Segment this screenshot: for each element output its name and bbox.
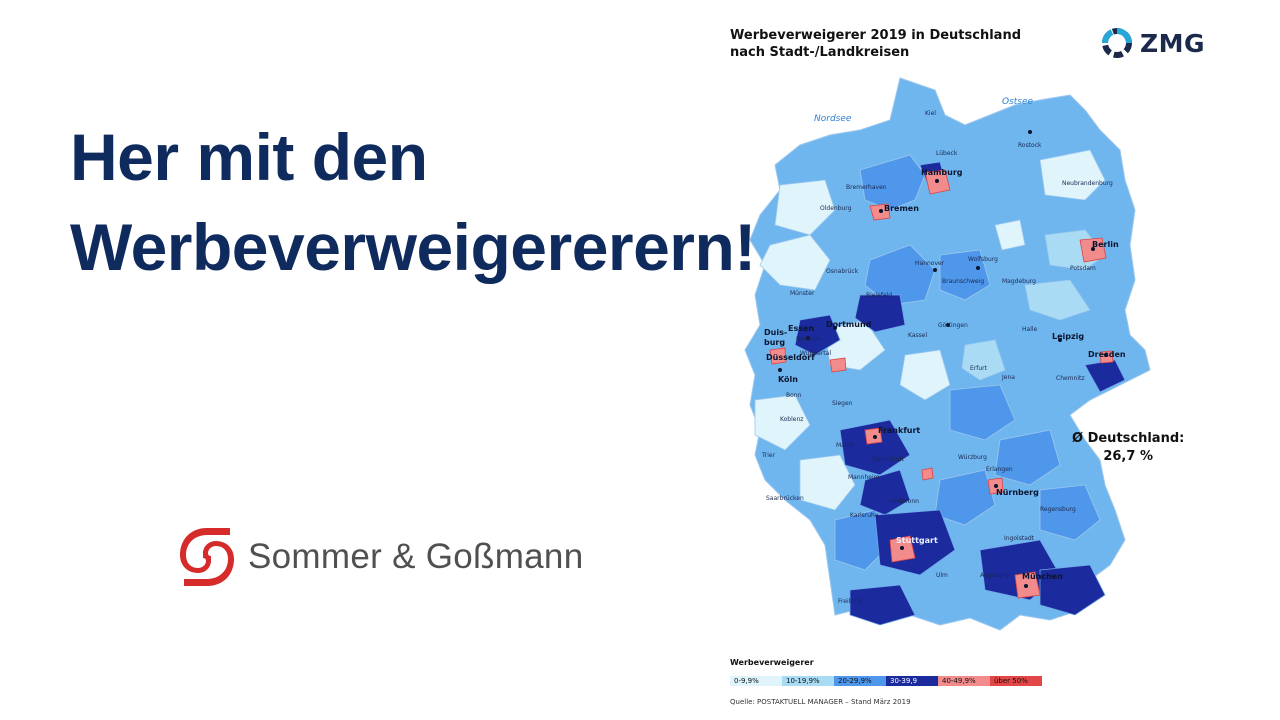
city-label-halle: Halle	[1022, 326, 1038, 333]
city-label-bielefeld: Bielefeld	[866, 292, 893, 299]
sommer-gossmann-logo: Sommer & Goßmann	[178, 526, 583, 588]
city-label-braunschweig: Braunschweig	[942, 278, 985, 285]
legend-title: Werbeverweigerer	[730, 658, 814, 667]
sea-label-north: Nordsee	[814, 114, 852, 124]
map-title: Werbeverweigerer 2019 in Deutschland nac…	[730, 27, 1021, 61]
legend-item: 30-39,9	[886, 676, 938, 686]
city-label-heilbronn: Heilbronn	[890, 498, 919, 505]
city-label-osnabrueck: Osnabrück	[826, 268, 859, 275]
city-label-wuppertal: Wuppertal	[800, 350, 831, 357]
city-label-regensburg: Regensburg	[1040, 506, 1076, 513]
city-label-essen: Essen	[788, 324, 815, 333]
source-note: Quelle: POSTAKTUELL MANAGER – Stand März…	[730, 698, 911, 706]
city-label-bonn: Bonn	[786, 392, 802, 399]
city-label-neubrandenburg: Neubrandenburg	[1062, 180, 1113, 187]
germany-map: Nordsee Ostsee Hamburg Bremen Berlin Dor…	[740, 70, 1180, 650]
city-label-siegen: Siegen	[832, 400, 853, 407]
city-label-goettingen: Göttingen	[938, 322, 968, 329]
city-label-wuerzburg: Würzburg	[958, 454, 987, 461]
city-label-karlsruhe: Karlsruhe	[850, 512, 879, 519]
headline-line-1: Her mit den	[70, 120, 428, 194]
city-label-magdeburg: Magdeburg	[1002, 278, 1036, 285]
city-label-kassel: Kassel	[908, 332, 928, 339]
legend-item: 0-9,9%	[730, 676, 782, 686]
city-label-duisburg-1: Duis-	[764, 328, 788, 337]
city-label-bremerhaven: Bremerhaven	[846, 184, 887, 191]
sommer-gossmann-swirl-icon	[180, 528, 234, 586]
city-label-freiburg: Freiburg	[838, 598, 863, 605]
zmg-ring-icon	[1101, 28, 1132, 58]
city-label-dresden: Dresden	[1088, 350, 1126, 359]
city-label-nuernberg: Nürnberg	[996, 488, 1039, 497]
city-label-erlangen: Erlangen	[986, 466, 1013, 473]
average-label: Ø Deutschland:	[1072, 431, 1185, 446]
city-label-darmstadt: Darmstadt	[872, 456, 904, 463]
city-label-mainz: Mainz	[836, 442, 854, 449]
city-label-erfurt: Erfurt	[970, 365, 987, 372]
city-label-koeln: Köln	[778, 375, 798, 384]
city-label-trier: Trier	[762, 452, 776, 459]
city-label-mannheim: Mannheim	[848, 474, 880, 481]
headline-line-2: Werbeverweigererern!	[70, 210, 756, 284]
germany-map-graphic	[744, 77, 1151, 631]
city-label-bochum: Bochum	[796, 336, 821, 343]
city-label-augsburg: Augsburg	[980, 572, 1009, 579]
city-label-wolfsburg: Wolfsburg	[968, 256, 998, 263]
page-headline: Her mit den Werbeverweigererern!	[70, 112, 770, 292]
city-label-chemnitz: Chemnitz	[1056, 375, 1085, 382]
legend: 0-9,9% 10-19,9% 20-29,9% 30-39,9 40-49,9% übe…	[730, 676, 1042, 686]
city-label-duisburg-2: burg	[764, 338, 786, 347]
zmg-logo: ZMG	[1100, 26, 1205, 60]
city-label-kiel: Kiel	[925, 110, 936, 117]
city-label-hamburg: Hamburg	[921, 168, 963, 177]
city-label-oldenburg: Oldenburg	[820, 205, 852, 212]
sommer-gossmann-wordmark: Sommer & Goßmann	[248, 537, 584, 576]
city-label-bremen: Bremen	[884, 204, 919, 213]
city-label-potsdam: Potsdam	[1070, 265, 1096, 272]
map-title-line-2: nach Stadt-/Landkreisen	[730, 45, 910, 60]
city-label-rostock: Rostock	[1018, 142, 1042, 149]
city-label-luebeck: Lübeck	[936, 150, 958, 157]
germany-average: Ø Deutschland: 26,7 %	[1072, 430, 1184, 466]
city-label-duesseldorf: Düsseldorf	[766, 353, 815, 362]
city-label-muenster: Münster	[790, 290, 815, 297]
city-label-ulm: Ulm	[936, 572, 948, 579]
city-label-frankfurt: Frankfurt	[878, 426, 921, 435]
city-label-jena: Jena	[1002, 374, 1015, 381]
legend-item: 10-19,9%	[782, 676, 834, 686]
legend-item: 20-29,9%	[834, 676, 886, 686]
city-label-leipzig: Leipzig	[1052, 332, 1085, 341]
city-label-saarbruecken: Saarbrücken	[766, 495, 804, 502]
average-value: 26,7 %	[1103, 449, 1153, 464]
city-label-hannover: Hannover	[915, 260, 945, 267]
city-label-berlin: Berlin	[1092, 240, 1119, 249]
city-label-koblenz: Koblenz	[780, 416, 804, 423]
sea-label-baltic: Ostsee	[1002, 97, 1034, 107]
city-label-dortmund: Dortmund	[826, 320, 872, 329]
city-label-muenchen: München	[1022, 572, 1063, 581]
legend-item: über 50%	[990, 676, 1042, 686]
city-label-ingolstadt: Ingolstadt	[1004, 535, 1035, 542]
map-title-line-1: Werbeverweigerer 2019 in Deutschland	[730, 28, 1022, 43]
city-label-stuttgart: Stuttgart	[896, 536, 938, 545]
zmg-wordmark: ZMG	[1140, 28, 1206, 58]
legend-item: 40-49,9%	[938, 676, 990, 686]
